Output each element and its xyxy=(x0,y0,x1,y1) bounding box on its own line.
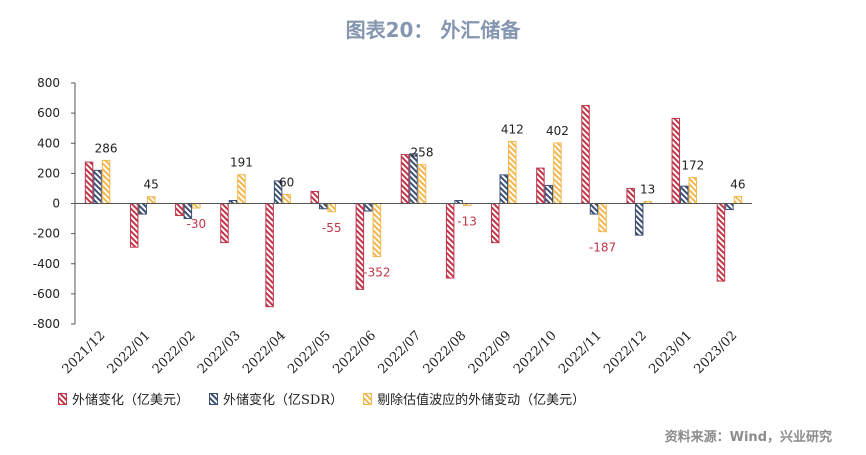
bar-series-2-2022-10 xyxy=(553,142,562,204)
bar-series-0-2022-01 xyxy=(129,203,139,248)
data-label: 402 xyxy=(546,124,569,138)
data-label: 13 xyxy=(640,183,655,197)
bar-series-0-2022-07 xyxy=(400,154,410,204)
x-tick-label: 2022/10 xyxy=(511,328,560,377)
y-tick-label: -600 xyxy=(33,287,60,301)
bar-series-2-2022-02 xyxy=(192,203,201,209)
legend-item-adjusted: 剔除估值波应的外储变动（亿美元） xyxy=(363,389,585,408)
bar-series-0-2022-09 xyxy=(491,203,500,244)
bar-series-2-2022-09 xyxy=(508,140,517,205)
chart-area: 800 600 400 200 0 -200 -400 -600 -800 286 45 -30 19… xyxy=(33,76,752,377)
bar-series-2-2022-07 xyxy=(417,164,427,204)
bar-series-2-2022-01 xyxy=(146,196,156,205)
bar-series-1-2022-06 xyxy=(364,203,373,212)
legend-label-usd: 外储变化（亿美元） xyxy=(72,393,190,408)
y-tick-label: 0 xyxy=(52,197,60,211)
bar-series-1-2022-11 xyxy=(589,203,599,215)
data-label: 191 xyxy=(230,156,253,170)
bar-series-0-2022-08 xyxy=(445,203,455,279)
y-axis: 800 600 400 200 0 -200 -400 -600 -800 xyxy=(33,76,76,331)
bar-series-1-2022-10 xyxy=(544,184,554,205)
data-label: 172 xyxy=(681,159,704,173)
data-label: -55 xyxy=(322,221,342,235)
x-tick-label: 2022/07 xyxy=(376,328,425,377)
x-tick-label: 2023/01 xyxy=(646,328,695,377)
bar-series-0-2022-04 xyxy=(265,203,274,308)
x-tick-label: 2022/09 xyxy=(466,328,515,377)
bar-series-2-2023-02 xyxy=(733,196,743,204)
y-tick-label: 600 xyxy=(37,106,60,120)
bar-series-1-2021-12 xyxy=(93,169,102,205)
data-label: -187 xyxy=(589,241,616,255)
bars xyxy=(84,105,743,308)
bar-series-2-2022-04 xyxy=(282,193,291,204)
x-tick-label: 2022/02 xyxy=(150,328,199,377)
bar-series-0-2023-02 xyxy=(716,203,726,282)
bar-series-2-2021-12 xyxy=(101,159,111,204)
data-label: 60 xyxy=(279,175,294,189)
chart-title: 图表20： 外汇储备 xyxy=(345,18,521,42)
legend-label-adjusted: 剔除估值波应的外储变动（亿美元） xyxy=(377,393,586,408)
y-tick-label: -200 xyxy=(33,227,60,241)
data-label: 258 xyxy=(411,146,434,160)
x-tick-label: 2022/11 xyxy=(556,328,605,377)
x-tick-label: 2022/04 xyxy=(240,328,289,377)
y-tick-label: -400 xyxy=(33,257,60,271)
legend-swatch-adjusted xyxy=(363,392,373,405)
bar-series-2-2023-01 xyxy=(688,177,698,204)
bar-series-1-2022-01 xyxy=(138,203,147,215)
data-label: 46 xyxy=(730,178,745,192)
y-tick-label: -800 xyxy=(33,317,60,331)
legend-item-sdr: 外储变化（亿SDR） xyxy=(209,389,343,408)
x-tick-label: 2022/03 xyxy=(195,328,244,377)
source-note: 资料来源：Wind，兴业研究 xyxy=(664,430,832,445)
bar-series-0-2022-11 xyxy=(581,105,590,204)
x-tick-label: 2022/12 xyxy=(601,328,650,377)
x-tick-label: 2022/01 xyxy=(105,328,154,377)
bar-series-2-2022-05 xyxy=(327,203,336,213)
x-tick-label: 2021/12 xyxy=(60,328,109,377)
bar-series-2-2022-11 xyxy=(598,203,607,233)
bar-series-1-2023-01 xyxy=(680,185,689,205)
bar-series-0-2022-02 xyxy=(175,203,184,217)
bar-series-1-2022-05 xyxy=(318,203,328,210)
bar-series-0-2023-01 xyxy=(671,117,681,204)
legend-swatch-sdr xyxy=(209,392,219,405)
x-tick-label: 2022/08 xyxy=(421,328,470,377)
bar-series-1-2022-07 xyxy=(409,153,418,204)
bar-series-0-2022-12 xyxy=(626,187,635,204)
y-tick-label: 800 xyxy=(37,76,60,90)
x-tick-label: 2023/02 xyxy=(691,328,740,377)
data-label: -30 xyxy=(187,217,207,231)
legend-swatch-usd xyxy=(58,392,67,405)
bar-series-0-2021-12 xyxy=(84,161,94,204)
data-label: 286 xyxy=(95,141,118,155)
data-label: -13 xyxy=(457,214,477,228)
bar-series-1-2022-12 xyxy=(634,203,644,236)
bar-series-2-2022-06 xyxy=(372,203,382,258)
data-label: 412 xyxy=(501,122,524,136)
bar-series-1-2023-02 xyxy=(725,203,734,211)
bar-series-1-2022-09 xyxy=(499,174,509,205)
data-label: -352 xyxy=(363,266,390,280)
bar-series-0-2022-05 xyxy=(310,190,319,204)
legend-item-usd: 外储变化（亿美元） xyxy=(58,389,189,408)
legend: 外储变化（亿美元） 外储变化（亿SDR） 剔除估值波应的外储变动（亿美元） xyxy=(58,389,605,408)
bar-series-0-2022-03 xyxy=(220,203,229,244)
data-labels: 286 45 -30 191 60 -55 -352 258 -13 412 402 -187 13 17… xyxy=(95,122,746,279)
x-tick-label: 2022/06 xyxy=(330,328,379,377)
x-axis: 2021/122022/012022/022022/032022/042022/… xyxy=(60,203,752,377)
x-tick-label: 2022/05 xyxy=(285,328,334,377)
bar-series-0-2022-10 xyxy=(536,167,545,204)
bar-series-2-2022-03 xyxy=(237,174,246,204)
y-tick-label: 200 xyxy=(37,166,60,180)
legend-label-sdr: 外储变化（亿SDR） xyxy=(223,393,344,408)
data-label: 45 xyxy=(144,178,159,192)
y-tick-label: 400 xyxy=(37,136,60,150)
